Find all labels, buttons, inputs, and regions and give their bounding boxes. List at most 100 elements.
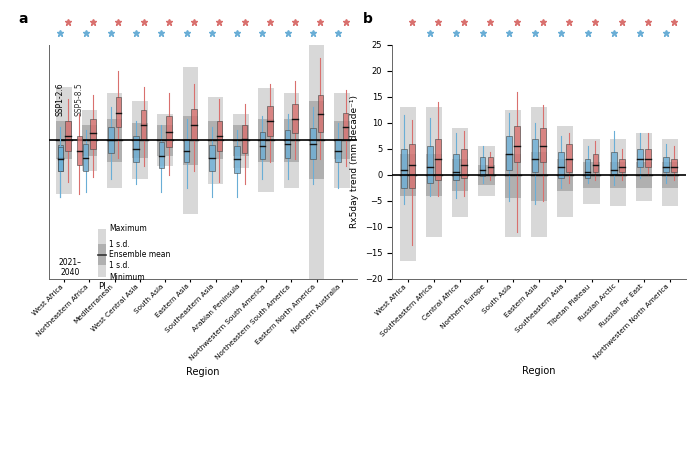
Bar: [426, 154, 442, 196]
Bar: [401, 149, 407, 188]
Bar: [208, 121, 223, 159]
Text: 1 s.d.: 1 s.d.: [108, 261, 130, 270]
Bar: [285, 130, 290, 157]
Bar: [662, 162, 678, 188]
Text: SSP1-2.6: SSP1-2.6: [56, 82, 65, 116]
Bar: [662, 139, 678, 206]
Bar: [454, 154, 459, 180]
Bar: [57, 144, 63, 171]
Bar: [488, 157, 494, 175]
Bar: [566, 144, 572, 172]
Bar: [335, 139, 341, 162]
Text: Ensemble mean: Ensemble mean: [108, 250, 170, 259]
Bar: [343, 112, 349, 140]
Bar: [461, 149, 467, 178]
Bar: [452, 159, 468, 191]
Bar: [116, 97, 121, 127]
Y-axis label: Rx5day trend (mm decade⁻¹): Rx5day trend (mm decade⁻¹): [350, 95, 359, 229]
Bar: [426, 108, 442, 238]
Bar: [505, 110, 521, 238]
Bar: [452, 128, 468, 216]
Bar: [108, 127, 113, 153]
Bar: [409, 144, 414, 188]
Bar: [208, 97, 223, 184]
Bar: [514, 126, 519, 162]
Bar: [233, 114, 248, 168]
Bar: [132, 123, 148, 158]
Text: PI: PI: [98, 283, 106, 292]
Bar: [309, 101, 324, 180]
Bar: [584, 159, 590, 178]
Text: Minimum: Minimum: [108, 273, 144, 282]
X-axis label: Region: Region: [186, 367, 220, 377]
Bar: [132, 101, 148, 180]
Bar: [645, 149, 651, 167]
Bar: [284, 119, 299, 162]
Bar: [636, 162, 652, 188]
Bar: [664, 157, 669, 172]
Bar: [427, 146, 433, 183]
Bar: [619, 159, 624, 172]
Bar: [583, 139, 600, 203]
Bar: [318, 95, 323, 132]
Bar: [400, 108, 416, 261]
Bar: [56, 86, 72, 194]
Bar: [480, 157, 486, 176]
Bar: [557, 126, 573, 216]
Bar: [159, 142, 164, 168]
Bar: [531, 152, 547, 201]
Bar: [216, 121, 222, 151]
Bar: [98, 229, 106, 277]
Bar: [557, 159, 573, 191]
Bar: [184, 139, 190, 162]
Bar: [209, 144, 215, 171]
Bar: [583, 162, 600, 188]
Bar: [57, 147, 63, 171]
Bar: [158, 125, 173, 156]
Bar: [334, 93, 350, 188]
Bar: [610, 139, 626, 206]
Bar: [284, 93, 299, 188]
Bar: [166, 116, 172, 147]
Bar: [107, 119, 122, 162]
Bar: [671, 159, 677, 172]
Bar: [133, 136, 139, 162]
Bar: [400, 154, 416, 196]
Bar: [309, 0, 324, 357]
Bar: [310, 128, 316, 159]
Bar: [559, 152, 564, 178]
Bar: [82, 110, 97, 171]
Bar: [258, 88, 274, 192]
Bar: [191, 109, 197, 140]
Bar: [505, 154, 521, 198]
Bar: [83, 144, 88, 171]
X-axis label: Region: Region: [522, 366, 556, 376]
Bar: [65, 121, 71, 151]
Bar: [478, 146, 495, 196]
Bar: [107, 93, 122, 188]
Bar: [267, 106, 273, 136]
Text: 2021–
2040: 2021– 2040: [58, 258, 81, 277]
Bar: [183, 67, 198, 214]
Bar: [593, 154, 598, 172]
Bar: [478, 165, 495, 185]
Bar: [158, 114, 173, 166]
Bar: [233, 125, 248, 156]
Bar: [56, 121, 72, 159]
Text: SSP5-8.5: SSP5-8.5: [75, 82, 84, 116]
Bar: [506, 136, 512, 170]
Bar: [610, 162, 626, 188]
Text: b: b: [363, 12, 372, 26]
Bar: [435, 139, 441, 180]
Bar: [531, 108, 547, 238]
Bar: [82, 125, 97, 156]
Bar: [637, 149, 643, 167]
Bar: [611, 152, 617, 174]
Bar: [260, 132, 265, 159]
Bar: [234, 145, 240, 173]
Bar: [540, 128, 546, 162]
Bar: [258, 119, 274, 162]
Text: 1 s.d.: 1 s.d.: [108, 240, 130, 249]
Bar: [242, 125, 247, 153]
Bar: [334, 121, 350, 159]
